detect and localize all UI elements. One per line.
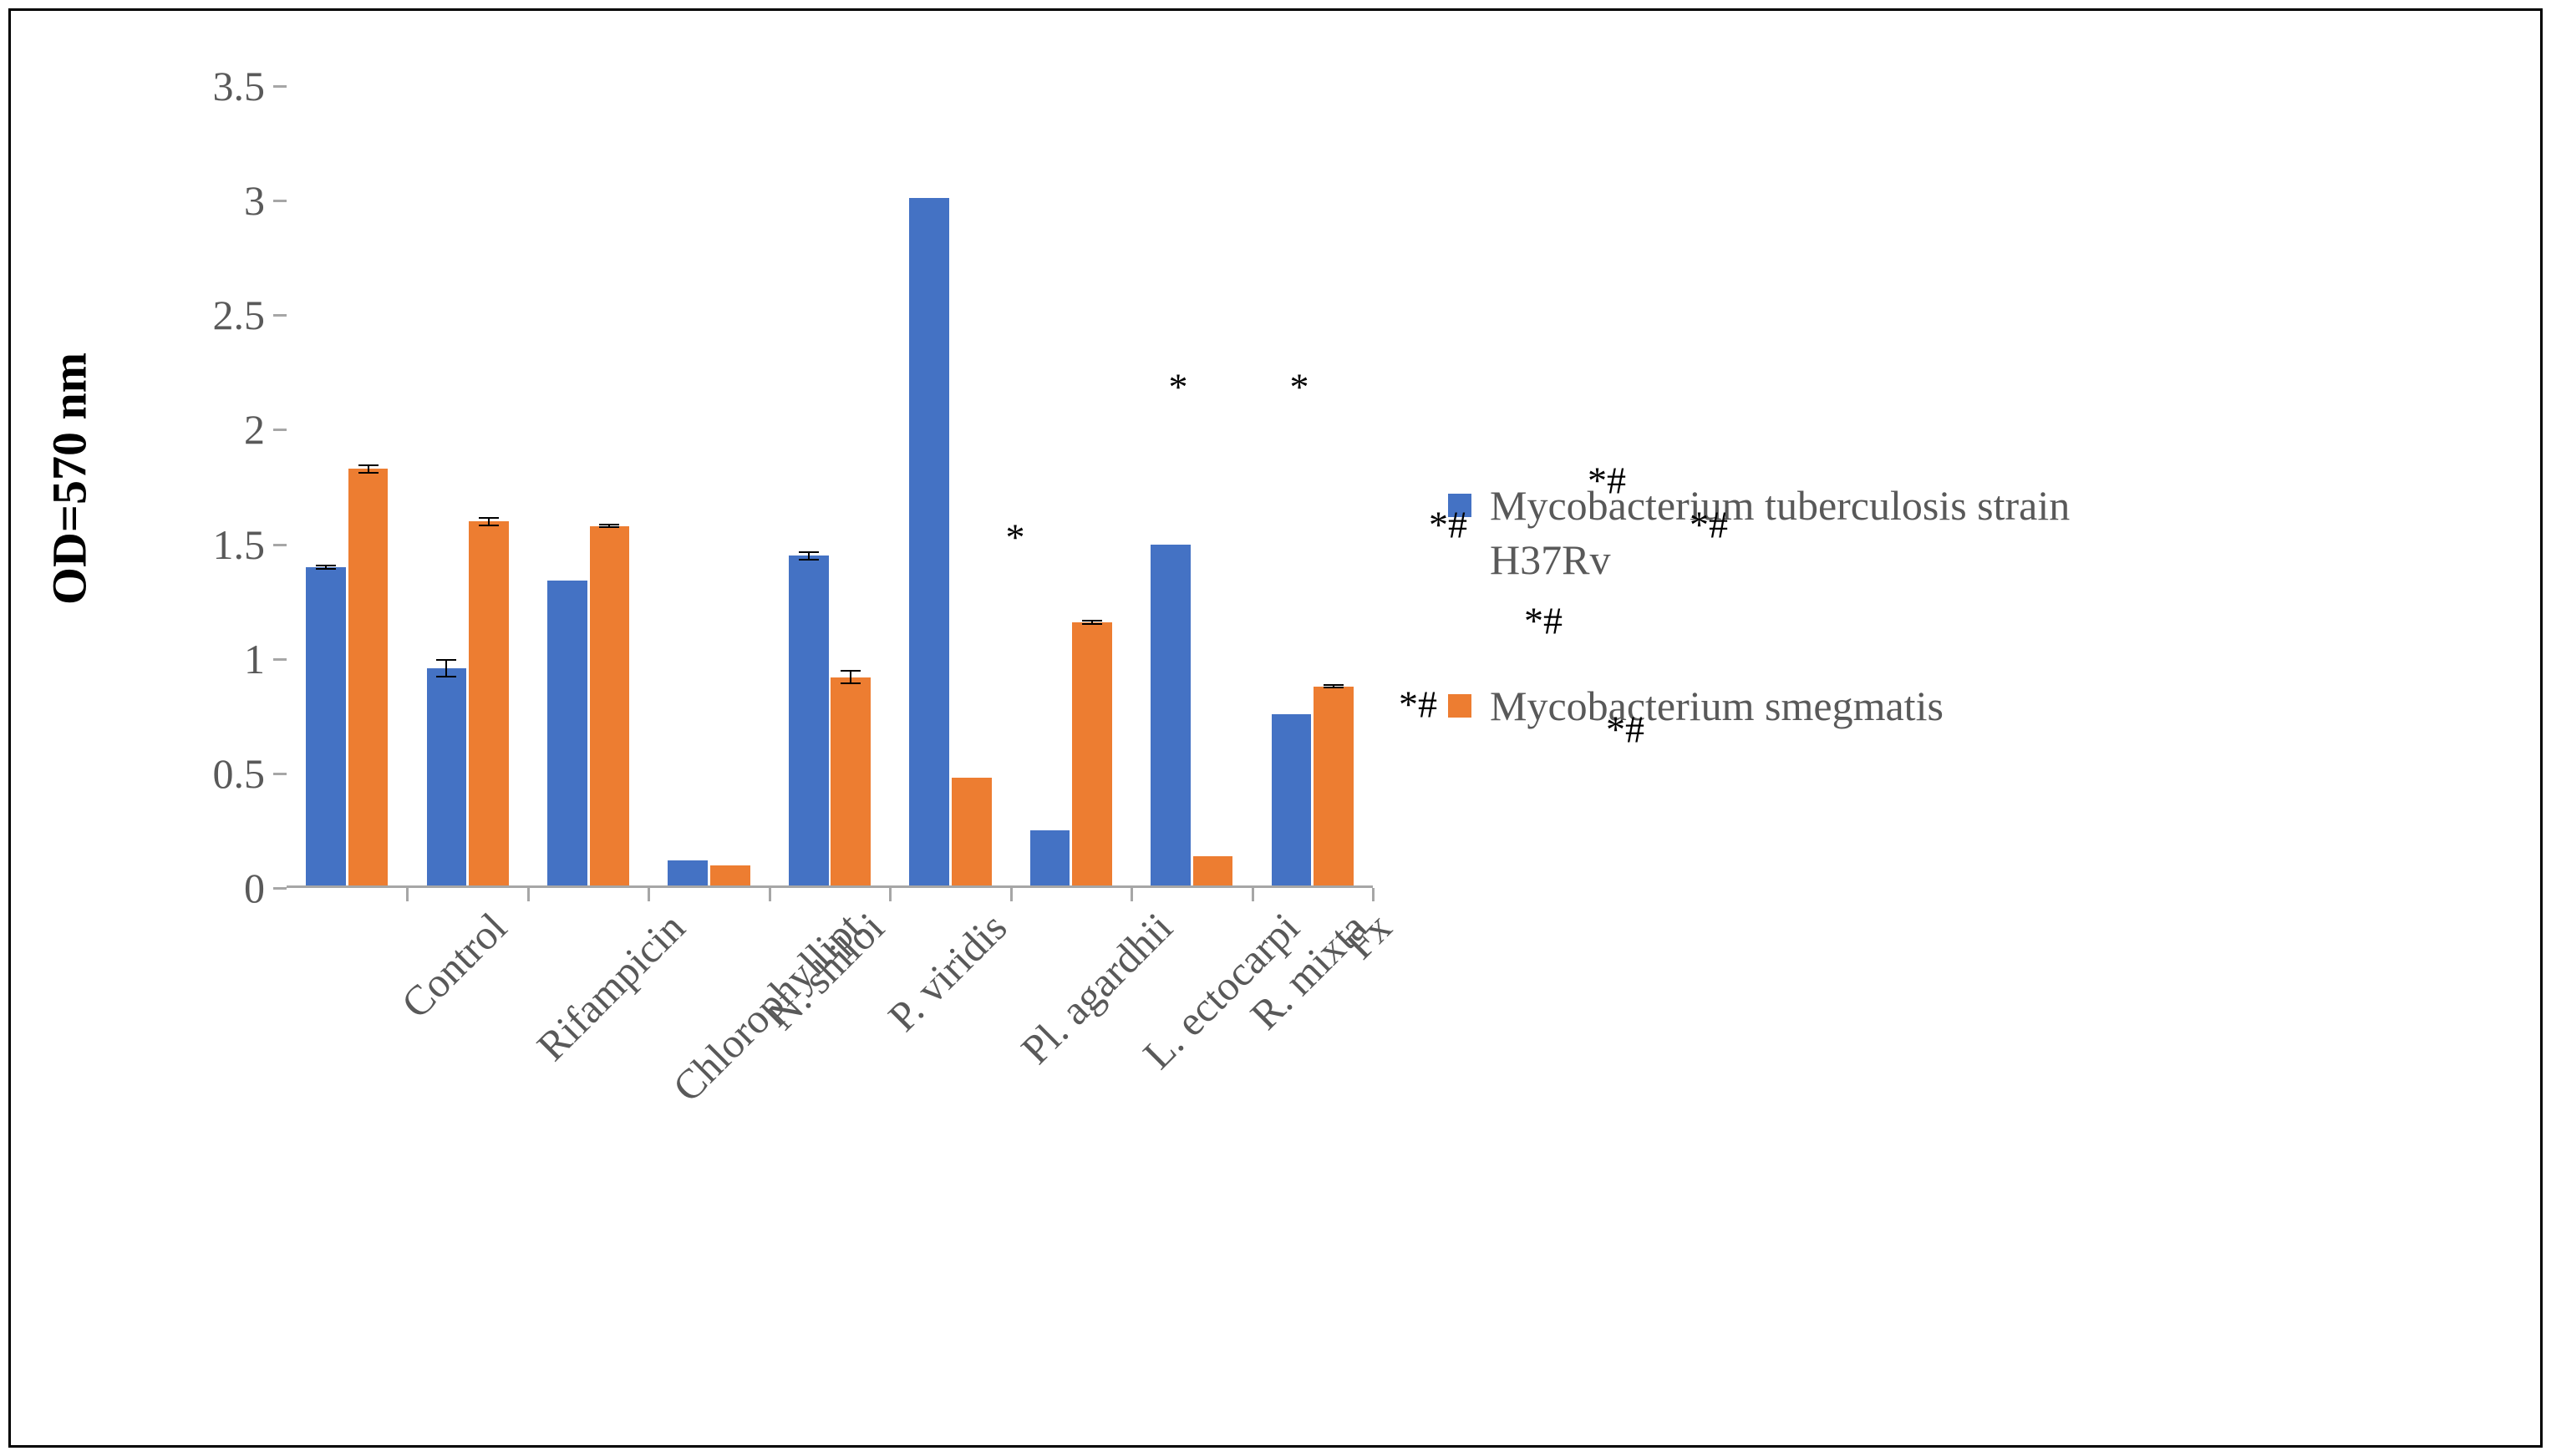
y-tick-label: 2 [244,405,265,454]
x-tick-mark [1010,888,1013,901]
bar [590,526,630,888]
bar [831,677,871,888]
y-tick-mark [273,314,287,317]
y-tick-mark [273,200,287,202]
bar [1272,714,1312,888]
bar [909,198,949,888]
x-tick-mark [769,888,771,901]
error-bar [436,659,456,677]
error-bar [1082,620,1102,624]
x-category-label: Rifampicin [527,903,694,1070]
figure-container: OD=570 nm 00.511.522.533.5ControlRifampi… [0,0,2551,1456]
x-tick-mark [527,888,530,901]
y-tick-mark [273,887,287,890]
figure-border: OD=570 nm 00.511.522.533.5ControlRifampi… [8,8,2543,1448]
x-tick-mark [406,888,409,901]
bar [427,668,467,888]
y-tick-label: 2.5 [213,291,266,339]
y-tick-mark [273,658,287,661]
bar [1072,622,1112,888]
x-tick-mark [889,888,892,901]
y-tick-label: 0.5 [213,749,266,798]
error-bar [1324,684,1344,688]
y-tick-label: 3 [244,176,265,225]
y-tick-label: 3.5 [213,62,266,110]
x-tick-mark [648,888,650,901]
legend: Mycobacterium tuberculosis strain H37Rv M… [1431,11,2540,1445]
y-tick-mark [273,773,287,775]
legend-swatch [1448,694,1471,718]
plot-area: 00.511.522.533.5ControlRifampicinChlorop… [287,86,1373,888]
bar [469,521,509,888]
error-bar [479,517,499,526]
y-tick-mark [273,429,287,431]
bar [348,469,389,888]
x-category-label: P. viridis [879,903,1017,1041]
y-axis-title: OD=570 nm [42,353,98,605]
legend-swatch [1448,494,1471,517]
legend-item: Mycobacterium tuberculosis strain H37Rv [1448,479,2540,587]
bar [710,865,750,888]
bar [1314,687,1354,888]
y-tick-mark [273,544,287,546]
error-bar [841,670,861,683]
legend-item: Mycobacterium smegmatis [1448,679,2540,733]
bar [1030,830,1070,888]
bar [668,860,708,888]
bar [952,778,992,888]
chart-zone: OD=570 nm 00.511.522.533.5ControlRifampi… [11,11,1431,1445]
bar [547,581,587,888]
bar [306,567,346,888]
x-category-label: Control [391,903,516,1027]
x-tick-mark [1372,888,1375,901]
bar [1151,545,1191,888]
x-axis-line [287,885,1373,888]
bar [1193,856,1233,888]
y-tick-label: 1.5 [213,520,266,569]
y-tick-label: 1 [244,635,265,683]
bar [789,556,829,888]
legend-label: Mycobacterium tuberculosis strain H37Rv [1490,479,2075,587]
error-bar [799,551,819,561]
x-tick-mark [1252,888,1254,901]
legend-label: Mycobacterium smegmatis [1490,679,1944,733]
error-bar [316,565,336,569]
x-tick-mark [1131,888,1133,901]
y-tick-mark [273,85,287,88]
error-bar [599,524,619,528]
error-bar [358,464,379,474]
y-tick-label: 0 [244,864,265,912]
